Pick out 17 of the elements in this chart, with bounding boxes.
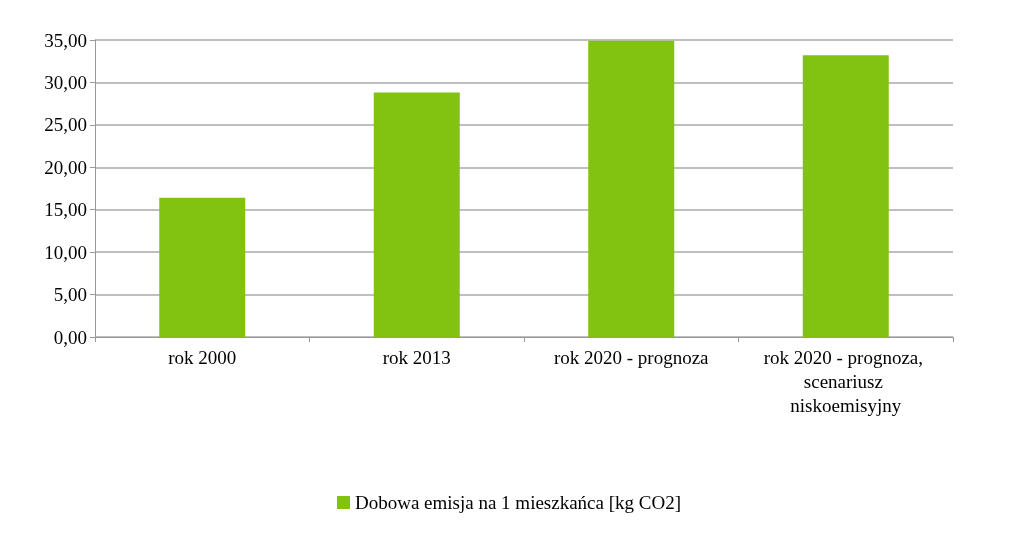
y-tick-label: 35,00 xyxy=(44,29,87,51)
y-tick-label: 20,00 xyxy=(44,156,87,178)
y-tick-label: 0,00 xyxy=(53,326,87,348)
y-tick-label: 30,00 xyxy=(44,71,87,93)
bar xyxy=(373,92,460,337)
y-tick-label: 10,00 xyxy=(44,241,87,263)
x-tick-label: rok 2020 - prognoza, scenariusz niskoemisyjny xyxy=(763,346,928,416)
legend-label: Dobowa emisja na 1 mieszkańca [kg CO2] xyxy=(354,492,682,513)
y-tick-label: 5,00 xyxy=(53,284,87,306)
bar xyxy=(588,40,675,337)
x-tick-label: rok 2013 xyxy=(382,346,451,368)
y-tick-label: 25,00 xyxy=(44,114,87,136)
x-tick-label: rok 2020 - prognoza xyxy=(553,346,710,368)
x-tick-label: rok 2000 xyxy=(168,346,237,368)
bar xyxy=(802,55,889,337)
bar xyxy=(159,197,246,337)
y-tick-label: 15,00 xyxy=(44,199,87,221)
